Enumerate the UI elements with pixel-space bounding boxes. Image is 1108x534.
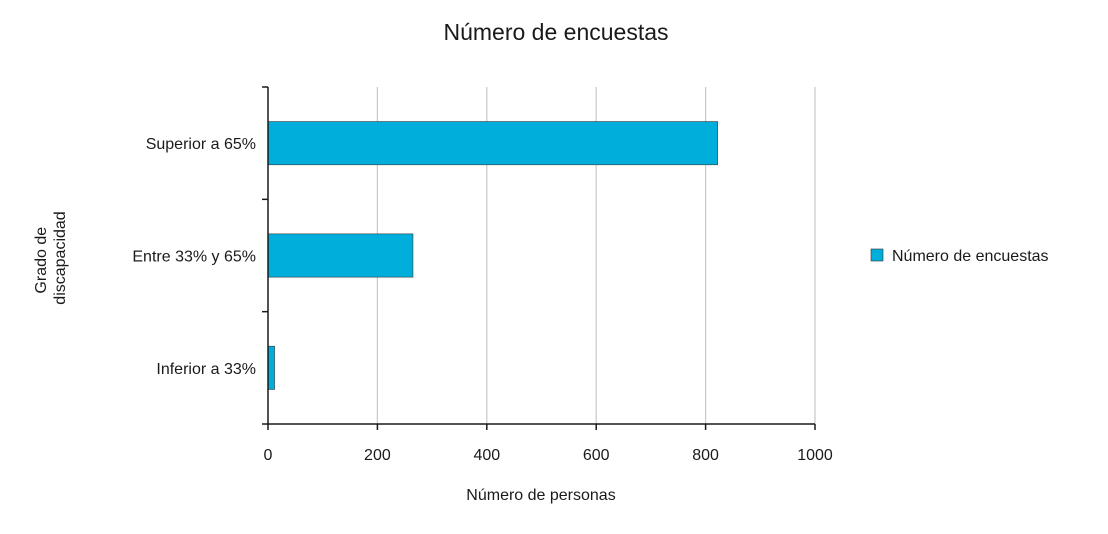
x-tick-label: 600 <box>583 447 610 464</box>
legend-label: Número de encuestas <box>892 248 1049 265</box>
x-tick-label: 400 <box>473 447 500 464</box>
x-tick-label: 0 <box>264 447 273 464</box>
bar <box>267 121 718 166</box>
y-axis-title-line-1: Grado de <box>33 227 50 294</box>
x-tick-label: 1000 <box>797 447 833 464</box>
axes <box>262 86 816 430</box>
y-tick-label: Entre 33% y 65% <box>132 249 256 266</box>
y-tick-label: Inferior a 33% <box>156 361 256 378</box>
bar <box>267 233 414 278</box>
y-tick-label: Superior a 65% <box>146 136 256 153</box>
x-tick-label: 800 <box>692 447 719 464</box>
chart-title: Número de encuestas <box>443 19 668 45</box>
bars <box>267 121 718 390</box>
y-axis-title-line-2: discapacidad <box>52 211 69 304</box>
legend-swatch <box>870 248 884 262</box>
x-axis-title: Número de personas <box>466 487 615 504</box>
y-tick-labels: Superior a 65% Entre 33% y 65% Inferior a … <box>132 136 256 378</box>
x-tick-label: 200 <box>364 447 391 464</box>
legend: Número de encuestas <box>870 248 1049 265</box>
y-axis-title: Grado de discapacidad <box>33 211 69 304</box>
bar <box>267 345 275 390</box>
x-tick-labels: 0 200 400 600 800 1000 <box>264 447 833 464</box>
